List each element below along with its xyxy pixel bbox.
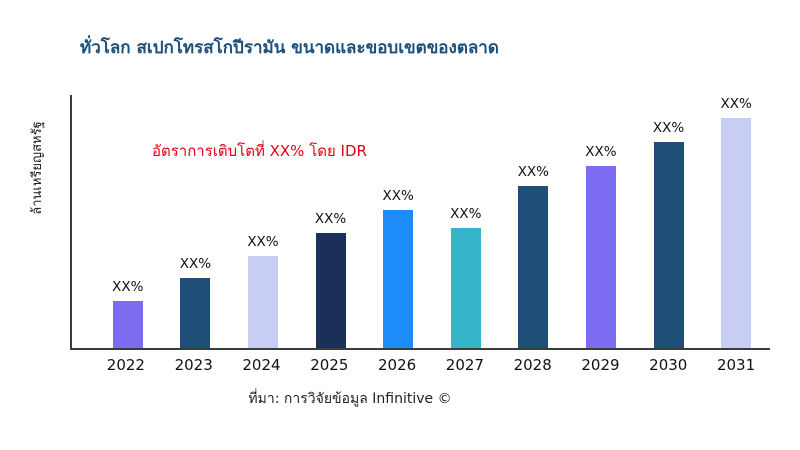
bar-value-label: XX% (179, 256, 212, 272)
x-tick-2023: 2023 (174, 356, 213, 374)
bar-2029 (585, 166, 616, 348)
x-axis-labels: 2022 2023 2024 2025 2026 2027 2028 2029 2030 2031 (70, 356, 770, 374)
bar-2024 (247, 256, 278, 348)
x-tick-2027: 2027 (445, 356, 484, 374)
bar-value-label: XX% (382, 188, 414, 204)
bar-value-label: XX% (585, 144, 617, 160)
chart-title: ทั่วโลก สเปกโทรสโกปีรามัน ขนาดและขอบเขตข… (80, 38, 499, 58)
bar-value-label: XX% (247, 234, 279, 250)
x-tick-2029: 2029 (581, 356, 620, 374)
bar-column-2022: XX% (94, 279, 162, 348)
bar-value-label: XX% (652, 120, 685, 136)
bar-value-label: XX% (450, 206, 482, 222)
bar-2022 (112, 301, 143, 348)
bar-2028 (518, 186, 549, 348)
bar-value-label: XX% (112, 279, 144, 295)
bar-column-2028: XX% (500, 164, 568, 348)
bar-column-2026: XX% (364, 188, 432, 348)
growth-annotation: อัตราการเติบโตที่ XX% โดย IDR (152, 142, 367, 160)
bar-column-2029: XX% (567, 144, 635, 348)
bar-column-2027: XX% (432, 206, 500, 348)
bars-container: XX% XX% XX% XX% XX% XX% XX% XX% XX% XX% (72, 95, 770, 348)
bar-value-label: XX% (720, 96, 752, 112)
bar-2026 (383, 210, 414, 348)
y-axis-label: ล้านเหรียญสหรัฐ (30, 121, 45, 215)
bar-column-2031: XX% (702, 96, 770, 348)
bar-column-2023: XX% (162, 256, 230, 348)
x-tick-2031: 2031 (716, 356, 756, 374)
x-tick-2025: 2025 (310, 356, 349, 374)
bar-value-label: XX% (517, 164, 550, 180)
bar-2023 (180, 278, 211, 348)
bar-2027 (450, 228, 481, 348)
source-text: ที่มา: การวิจัยข้อมูล Infinitive © (248, 391, 452, 407)
bar-column-2030: XX% (635, 120, 703, 348)
bar-column-2025: XX% (297, 211, 365, 348)
bar-2030 (653, 142, 684, 348)
x-tick-2030: 2030 (649, 356, 688, 374)
x-tick-2024: 2024 (242, 356, 281, 374)
x-tick-2022: 2022 (106, 356, 145, 374)
bar-column-2024: XX% (229, 234, 297, 348)
bar-value-label: XX% (314, 211, 347, 227)
x-tick-2026: 2026 (377, 356, 417, 374)
x-tick-2028: 2028 (513, 356, 552, 374)
plot-area: อัตราการเติบโตที่ XX% โดย IDR XX% XX% XX% X… (70, 95, 770, 350)
bar-2025 (315, 233, 346, 348)
bar-2031 (721, 118, 752, 348)
